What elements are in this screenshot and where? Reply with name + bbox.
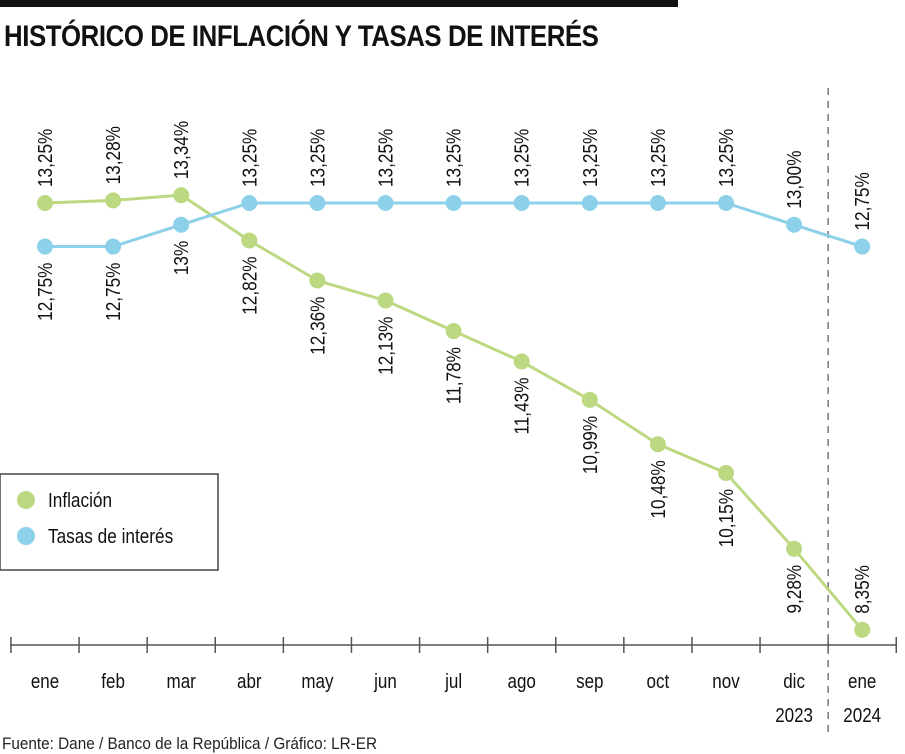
inflacion-data-label: 10,48% [647,460,670,518]
x-tick-label: ago [508,670,536,693]
x-tick-label: ene [31,670,59,693]
inflacion-data-label: 10,15% [715,489,738,547]
inflacion-point [105,192,122,209]
inflacion-point [513,353,530,370]
inflacion-point [718,465,734,482]
x-tick-label: dic [783,670,805,693]
tasas-data-label: 13,25% [579,129,602,187]
tasas-data-label: 13% [170,241,193,275]
inflacion-point [854,621,871,638]
tasas-data-label: 13,25% [442,129,465,187]
x-tick-label: oct [647,670,670,693]
inflacion-data-label: 9,28% [783,565,806,614]
legend-box [0,473,219,571]
x-tick-label: jul [444,670,462,693]
tasas-data-label: 13,00% [783,150,806,208]
year-label: 2024 [843,704,881,727]
inflacion-data-label: 11,43% [510,378,533,435]
legend-label-inflacion: Inflación [48,489,112,512]
tasas-data-label: 13,25% [510,129,533,187]
inflacion-point [445,323,462,340]
inflacion-point [649,436,666,453]
x-tick-label: mar [167,670,196,693]
inflacion-data-label: 11,78% [442,347,465,404]
inflacion-point [173,187,190,204]
inflacion-data-label: 13,25% [34,129,57,187]
x-tick-label: sep [576,670,603,693]
x-tick-label: nov [712,670,740,693]
tasas-point [786,216,803,233]
tasas-point [513,195,530,211]
inflacion-data-label: 8,35% [851,565,874,614]
tasas-point [173,216,190,233]
x-tick-label: feb [101,670,125,693]
inflacion-data-label: 13,28% [102,126,125,184]
x-tick-label: jun [373,670,397,693]
tasas-data-label: 13,25% [374,129,397,187]
tasas-data-label: 12,75% [851,172,874,230]
inflacion-point [377,292,394,309]
tasas-data-label: 13,25% [647,129,670,187]
legend-label-tasas: Tasas de interés [48,525,173,548]
tasas-data-label: 13,25% [306,129,329,187]
inflacion-data-label: 10,99% [579,416,602,474]
tasas-point [309,195,326,211]
tasas-point [241,195,258,211]
inflacion-point [581,391,598,408]
source-note: Fuente: Dane / Banco de la República / G… [2,734,378,753]
tasas-data-label: 12,75% [102,263,125,321]
inflacion-point [786,540,803,557]
top-rule [0,0,678,7]
inflacion-point [37,195,53,211]
year-label: 2023 [775,704,813,727]
chart-title: HISTÓRICO DE INFLACIÓN Y TASAS DE INTERÉ… [4,20,599,53]
tasas-point [445,195,462,211]
tasas-point [581,195,598,211]
tasas-data-label: 13,25% [715,129,738,187]
tasas-data-label: 13,25% [238,129,261,187]
x-tick-label: ene [848,670,876,693]
tasas-point [37,238,53,255]
inflacion-point [241,232,258,249]
tasas-point [854,238,871,255]
tasas-point [718,195,734,211]
x-tick-label: abr [237,670,262,693]
legend-marker-inflacion [17,491,35,509]
legend-marker-tasas [17,527,35,545]
inflacion-data-label: 12,82% [238,256,261,314]
tasas-data-label: 12,75% [34,263,57,321]
tasas-point [377,195,394,211]
tasas-point [105,238,122,255]
tasas-point [649,195,666,211]
inflacion-data-label: 12,13% [374,317,397,375]
x-tick-label: may [301,670,334,693]
inflacion-data-label: 12,36% [306,297,329,355]
inflacion-data-label: 13,34% [170,121,193,179]
inflacion-point [309,272,326,289]
